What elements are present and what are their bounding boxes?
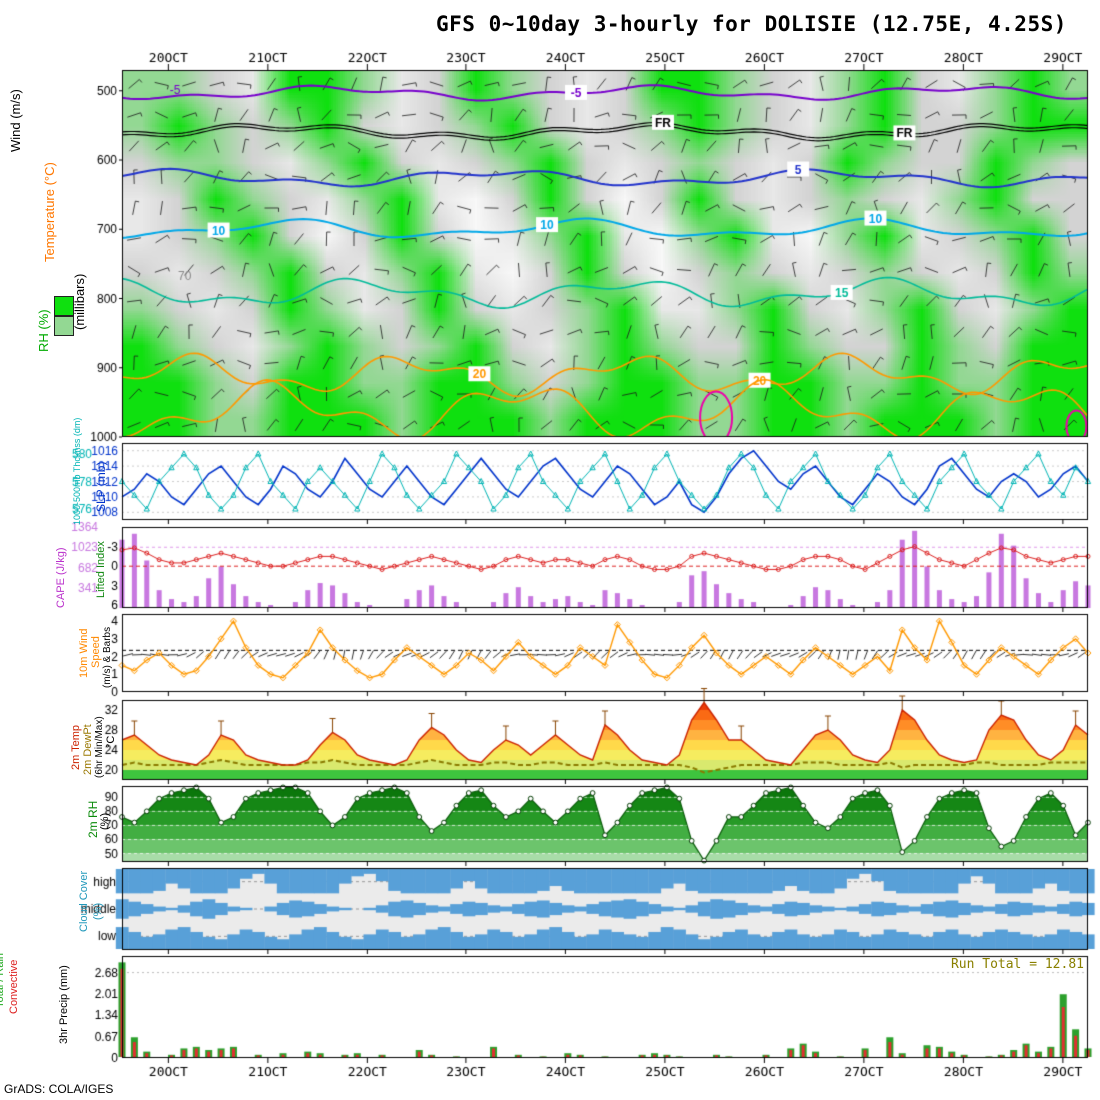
axis-label-wind: Wind (m/s) [8,89,23,152]
grads-credit: GrADS: COLA/IGES [4,1082,114,1096]
run-total-label: Run Total = 12.81 [950,957,1084,972]
axis-label-cape: CAPE (J/kg) [55,547,67,608]
axis-label-6hr-minmax: (6hr Min/Max) [94,716,105,778]
axis-label-2m-rh-units: (%) [99,812,111,830]
axis-label-degc: °C [105,735,117,748]
axis-label-cloud-units: (%) [92,902,104,920]
axis-label-2m-dewpt: 2m DewPt [82,724,94,775]
axis-label-thickness: 1000-500mb Thcknss (dm) [72,417,82,525]
axis-label-10m-units: (m/s) & Barbs [102,626,113,688]
axis-label-10m-wind: 10m Wind [78,628,90,678]
rh-legend-swatch-90 [54,296,74,316]
axis-label-precip-convective: Convective [8,959,20,1014]
axis-label-cloud-cover: Cloud Cover [78,870,90,932]
axis-label-lifted-index: Lifted Index [95,541,107,598]
axis-label-10m-speed: Speed [90,636,102,668]
axis-label-3hr-precip: 3hr Precip (mm) [58,965,70,1044]
axis-label-rh: RH (%) [36,309,51,352]
axis-label-precip-total: Total / Rain [0,952,6,1008]
axis-label-2m-rh: 2m RH [86,800,100,838]
page-title: GFS 0~10day 3-hourly for DOLISIE (12.75E… [436,12,1067,36]
rh-legend-swatch-70 [54,316,74,336]
axis-label-slp: SLP (mb) [94,461,108,512]
axis-label-2m-temp: 2m Temp [70,724,82,770]
axis-label-millibars: (millibars) [72,273,87,330]
axis-label-temperature: Temperature (°C) [42,162,57,262]
